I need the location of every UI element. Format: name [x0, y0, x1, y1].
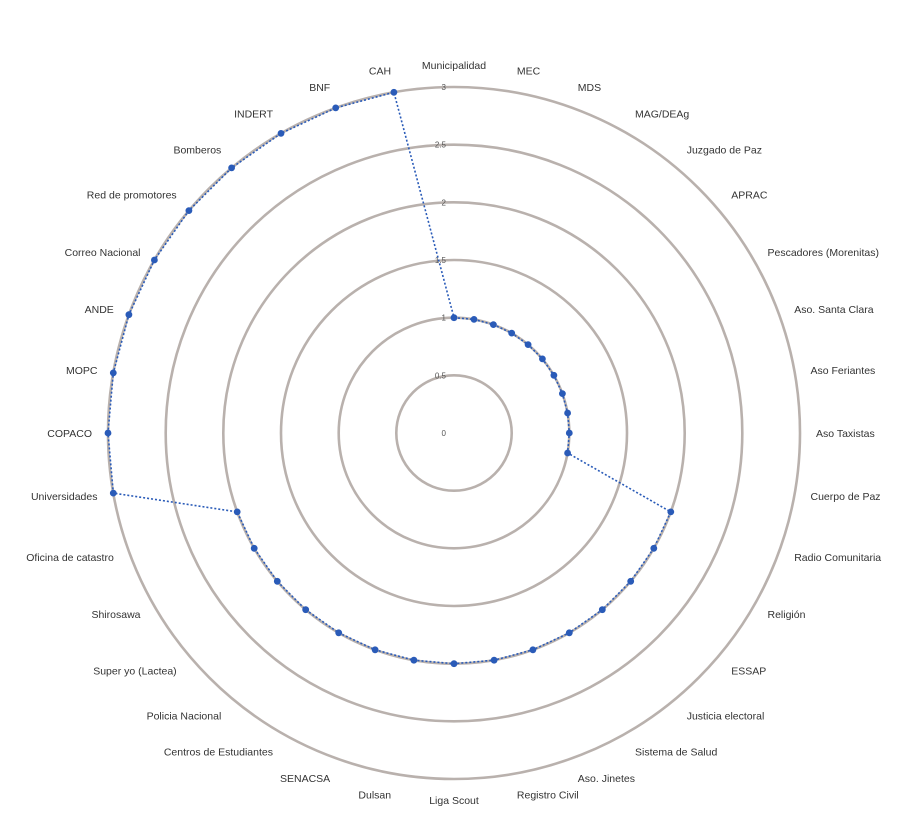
data-point-22	[335, 629, 343, 637]
category-label: Shirosawa	[91, 609, 140, 621]
category-label: MEC	[517, 66, 541, 78]
category-label: Pescadores (Morenitas)	[768, 247, 879, 259]
data-point-4	[508, 329, 516, 337]
data-point-32	[185, 207, 193, 215]
tick-label: 2	[442, 198, 447, 207]
category-label: Aso Taxistas	[816, 428, 875, 440]
category-label: MOPC	[66, 365, 98, 377]
data-point-28	[104, 429, 112, 437]
category-label: Religión	[768, 609, 806, 621]
grid-ring-3	[279, 258, 629, 608]
data-point-33	[228, 164, 236, 172]
grid-ring-6	[106, 85, 802, 781]
category-label: Aso Feriantes	[811, 365, 876, 377]
data-point-14	[627, 577, 635, 585]
data-point-23	[302, 606, 310, 614]
tick-label: 0.5	[435, 371, 447, 380]
data-point-25	[250, 544, 258, 552]
data-point-19	[450, 660, 458, 668]
grid-rings	[106, 85, 802, 781]
data-point-17	[529, 646, 537, 654]
data-point-3	[490, 321, 497, 328]
category-label: Bomberos	[173, 145, 221, 157]
data-point-1	[450, 314, 458, 322]
category-label: Radio Comunitaria	[794, 552, 881, 564]
category-label: Justicia electoral	[687, 710, 765, 722]
data-point-12	[667, 508, 675, 516]
category-label: Liga Scout	[429, 795, 479, 807]
data-point-5	[524, 341, 532, 348]
category-label: Municipalidad	[422, 60, 486, 72]
category-label: APRAC	[731, 189, 768, 201]
category-label: ANDE	[85, 304, 114, 316]
grid-ring-1	[394, 373, 513, 492]
tick-label: 3	[442, 83, 447, 92]
data-point-24	[273, 577, 281, 585]
category-label: Sistema de Salud	[635, 747, 717, 759]
grid-ring-5	[164, 143, 744, 723]
radial-tick-labels: 0 0.5 1 1.5 2 2.5 3	[435, 83, 447, 438]
data-point-34	[277, 130, 285, 137]
tick-label: 1.5	[435, 256, 447, 265]
category-label: Juzgado de Paz	[687, 145, 762, 157]
data-point-29	[109, 369, 117, 377]
data-point-10	[565, 429, 573, 437]
category-label: Oficina de catastro	[26, 552, 114, 564]
tick-label: 1	[442, 314, 447, 323]
data-point-9	[564, 409, 571, 417]
data-point-35	[332, 104, 340, 112]
data-point-27	[109, 489, 117, 497]
data-point-15	[598, 606, 606, 614]
data-point-11	[564, 449, 571, 457]
data-point-6	[539, 355, 546, 363]
data-point-2	[470, 316, 478, 323]
category-label: Super yo (Lactea)	[93, 666, 176, 678]
data-point-36	[390, 88, 398, 96]
data-point-20	[410, 656, 418, 664]
data-point-21	[371, 646, 379, 654]
data-point-18	[490, 656, 498, 664]
series-layer	[104, 88, 675, 668]
category-label: Dulsan	[358, 790, 391, 802]
data-point-13	[650, 544, 658, 552]
category-label: Centros de Estudiantes	[164, 747, 273, 759]
category-label: COPACO	[47, 428, 92, 440]
category-label: Aso. Santa Clara	[794, 304, 874, 316]
data-point-26	[233, 508, 241, 516]
category-label: Cuerpo de Paz	[811, 491, 881, 503]
category-label: CAH	[369, 66, 391, 78]
category-label: Aso. Jinetes	[578, 773, 635, 785]
category-label: Policia Nacional	[147, 710, 222, 722]
data-point-7	[550, 371, 558, 379]
category-label: SENACSA	[280, 773, 330, 785]
data-point-30	[125, 311, 133, 319]
tick-label: 2.5	[435, 141, 447, 150]
category-label: Red de promotores	[87, 189, 177, 201]
category-label: INDERT	[234, 109, 273, 121]
category-labels: Municipalidad MEC MDS MAG/DEAg Juzgado de Pa…	[26, 60, 881, 807]
category-label: MDS	[578, 82, 601, 94]
data-point-8	[559, 390, 566, 397]
category-label: Registro Civil	[517, 790, 579, 802]
category-label: MAG/DEAg	[635, 109, 689, 121]
data-point-31	[151, 256, 158, 264]
data-point-16	[565, 629, 573, 637]
grid-ring-2	[337, 316, 571, 550]
category-label: BNF	[309, 82, 330, 94]
grid-ring-4	[222, 201, 686, 665]
category-label: Correo Nacional	[65, 247, 141, 259]
tick-label: 0	[442, 429, 447, 438]
category-label: Universidades	[31, 491, 98, 503]
category-label: ESSAP	[731, 666, 766, 678]
